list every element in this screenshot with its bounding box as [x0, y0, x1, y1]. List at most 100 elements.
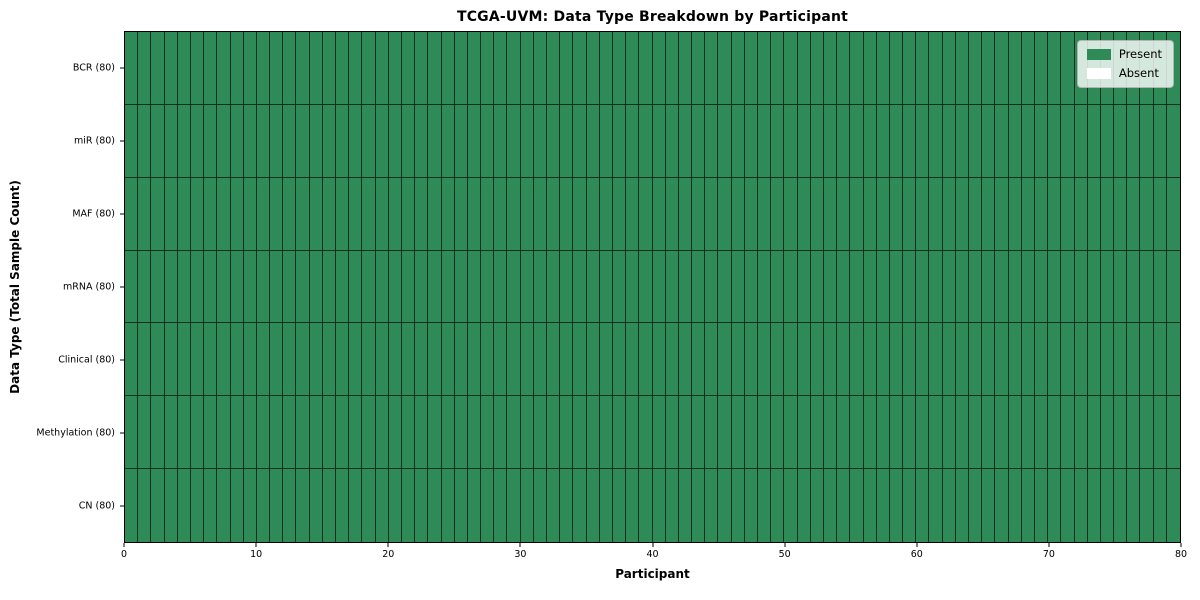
heatmap-cell — [507, 104, 521, 178]
heatmap-cell — [401, 323, 416, 397]
heatmap-cell — [652, 32, 666, 105]
heatmap-cell — [467, 469, 482, 542]
heatmap-cell — [639, 469, 653, 542]
heatmap-cell — [1074, 177, 1088, 251]
heatmap-cell — [916, 32, 930, 105]
heatmap-cell — [388, 250, 402, 324]
heatmap-cell — [718, 323, 732, 397]
heatmap-cell — [428, 250, 442, 324]
legend-swatch-absent-icon — [1086, 68, 1111, 79]
heatmap-cell — [744, 396, 758, 470]
heatmap-cell — [665, 469, 679, 542]
heatmap-cell — [626, 323, 640, 397]
heatmap-cell — [758, 104, 772, 178]
heatmap-cell — [586, 177, 600, 251]
heatmap-cell — [560, 323, 574, 397]
heatmap-cell — [1034, 177, 1049, 251]
heatmap-cell — [1034, 469, 1049, 542]
heatmap-cell — [889, 396, 904, 470]
heatmap-cell — [494, 323, 508, 397]
heatmap-cell — [217, 32, 231, 105]
heatmap-cell — [270, 32, 284, 105]
y-tick-mark — [120, 359, 124, 361]
heatmap-cell — [903, 104, 917, 178]
heatmap-cell — [1127, 250, 1141, 324]
heatmap-cell — [375, 323, 389, 397]
heatmap-cell — [639, 177, 653, 251]
heatmap-cell — [507, 250, 521, 324]
heatmap-cell — [863, 32, 877, 105]
heatmap-cell — [336, 469, 350, 542]
heatmap-cell — [1034, 396, 1049, 470]
heatmap-cell — [270, 177, 284, 251]
heatmap-cell — [164, 323, 178, 397]
y-tick-mark — [120, 140, 124, 142]
heatmap-cell — [204, 177, 218, 251]
heatmap-cell — [138, 177, 152, 251]
heatmap-cell — [1048, 323, 1062, 397]
heatmap-cell — [573, 469, 587, 542]
heatmap-cell — [336, 32, 350, 105]
heatmap-cell — [1114, 250, 1128, 324]
heatmap-cell — [771, 32, 785, 105]
heatmap-cell — [520, 250, 534, 324]
heatmap-cell — [520, 104, 534, 178]
heatmap-cell — [1166, 177, 1180, 251]
heatmap-cell — [758, 32, 772, 105]
heatmap-cell — [481, 323, 495, 397]
heatmap-cell — [204, 469, 218, 542]
heatmap-cell — [995, 250, 1009, 324]
heatmap-cell — [955, 32, 969, 105]
x-tick-label: 60 — [910, 549, 923, 560]
heatmap-cell — [151, 250, 165, 324]
heatmap-cell — [929, 177, 943, 251]
heatmap-cell — [283, 32, 297, 105]
heatmap-grid — [125, 32, 1180, 542]
heatmap-cell — [823, 104, 838, 178]
y-tick-label: Clinical (80) — [58, 354, 115, 366]
heatmap-cell — [969, 250, 983, 324]
heatmap-cell — [705, 469, 719, 542]
heatmap-cell — [678, 32, 693, 105]
heatmap-cell — [428, 177, 442, 251]
heatmap-cell — [942, 104, 956, 178]
heatmap-cell — [256, 32, 271, 105]
heatmap-cell — [481, 250, 495, 324]
heatmap-cell — [916, 396, 930, 470]
legend-label-absent: Absent — [1118, 66, 1159, 80]
heatmap-cell — [283, 323, 297, 397]
heatmap-cell — [230, 104, 244, 178]
heatmap-cell — [718, 250, 732, 324]
heatmap-cell — [362, 323, 376, 397]
heatmap-cell — [1048, 396, 1062, 470]
heatmap-cell — [204, 104, 218, 178]
heatmap-cell — [217, 250, 231, 324]
heatmap-cell — [744, 469, 758, 542]
y-tick-label: Methylation (80) — [36, 427, 115, 439]
heatmap-cell — [1048, 469, 1062, 542]
heatmap-cell — [401, 250, 416, 324]
heatmap-cell — [322, 250, 336, 324]
heatmap-cell — [744, 104, 758, 178]
heatmap-cell — [837, 469, 851, 542]
heatmap-cell — [349, 250, 363, 324]
heatmap-cell — [270, 104, 284, 178]
heatmap-cell — [929, 250, 943, 324]
heatmap-cell — [190, 469, 205, 542]
y-tick-mark — [120, 505, 124, 507]
heatmap-cell — [1140, 323, 1154, 397]
heatmap-cell — [270, 250, 284, 324]
heatmap-cell — [599, 323, 613, 397]
heatmap-cell — [1061, 104, 1075, 178]
heatmap-cell — [1061, 469, 1075, 542]
heatmap-cell — [612, 250, 627, 324]
heatmap-cell — [1166, 250, 1180, 324]
heatmap-cell — [125, 32, 139, 105]
heatmap-cell — [190, 323, 205, 397]
heatmap-cell — [863, 469, 877, 542]
heatmap-cell — [692, 323, 706, 397]
heatmap-cell — [626, 250, 640, 324]
heatmap-cell — [942, 32, 956, 105]
heatmap-cell — [731, 104, 745, 178]
